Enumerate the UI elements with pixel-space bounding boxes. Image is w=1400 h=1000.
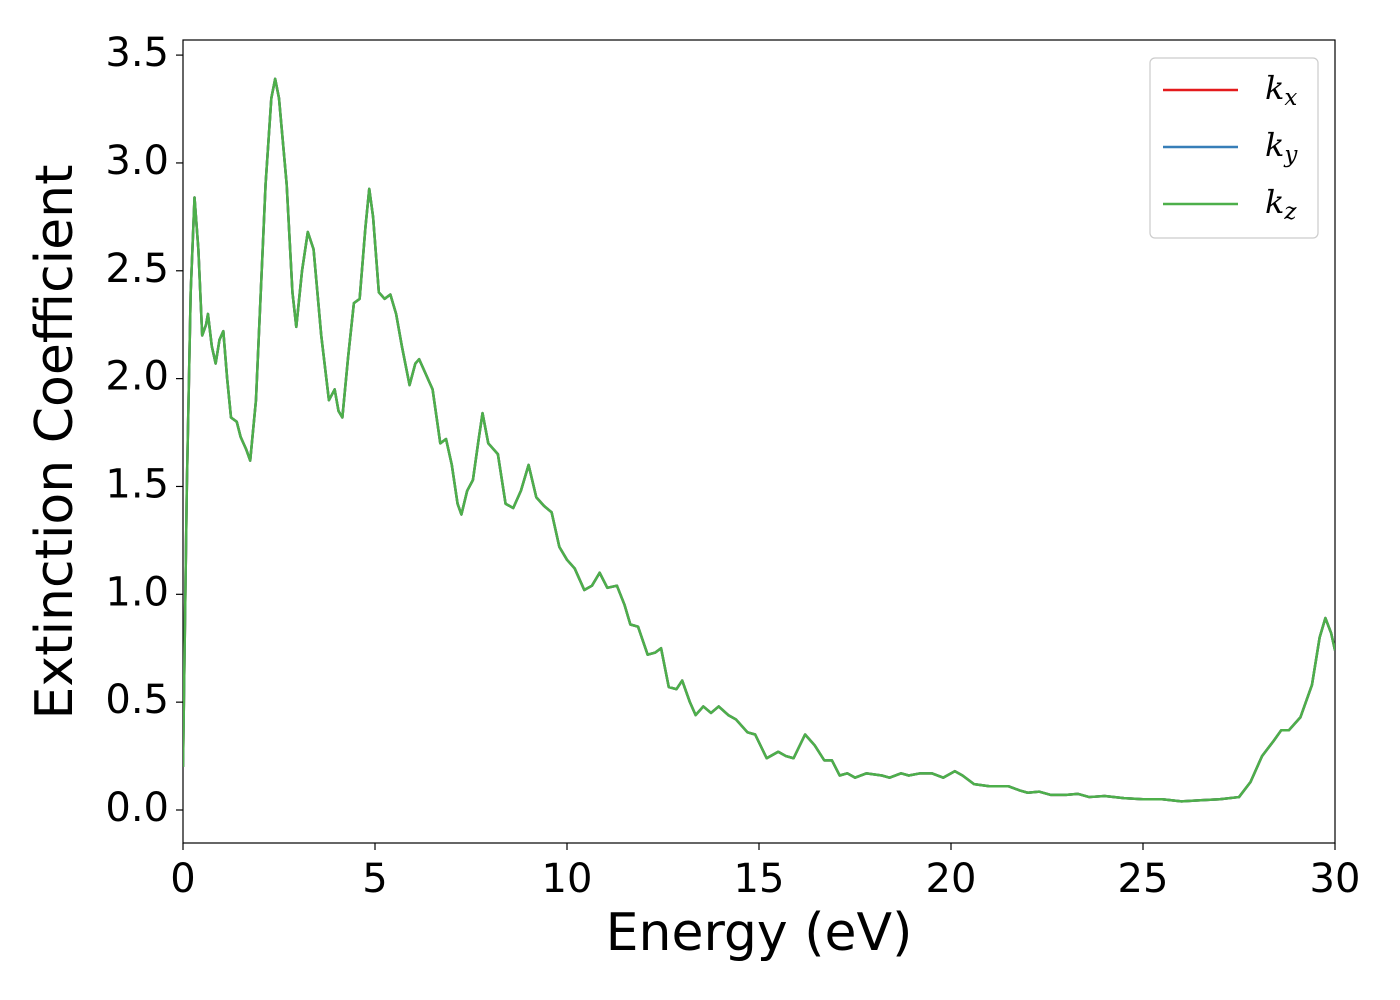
x-tick-label: 5 [362,856,387,902]
y-tick-label: 1.5 [105,461,169,507]
x-tick-label: 25 [1118,856,1169,902]
x-tick-label: 30 [1310,856,1361,902]
y-tick-label: 1.0 [105,569,169,615]
x-tick-label: 0 [170,856,195,902]
y-tick-label: 2.0 [105,354,169,400]
y-tick-label: 3.0 [105,138,169,184]
y-axis-label: Extinction Coefficient [25,165,85,720]
legend-label: ky [1265,126,1298,169]
y-tick-label: 0.5 [105,677,169,723]
y-tick-label: 3.5 [105,30,169,76]
y-tick-label: 2.5 [105,246,169,292]
x-tick-label: 20 [926,856,977,902]
x-axis-label: Energy (eV) [606,903,913,963]
legend-label: kz [1265,183,1297,226]
data-line [183,77,1335,803]
y-tick-label: 0.0 [105,785,169,831]
x-tick-label: 15 [734,856,785,902]
legend-label: kx [1265,69,1297,112]
x-tick-label: 10 [542,856,593,902]
